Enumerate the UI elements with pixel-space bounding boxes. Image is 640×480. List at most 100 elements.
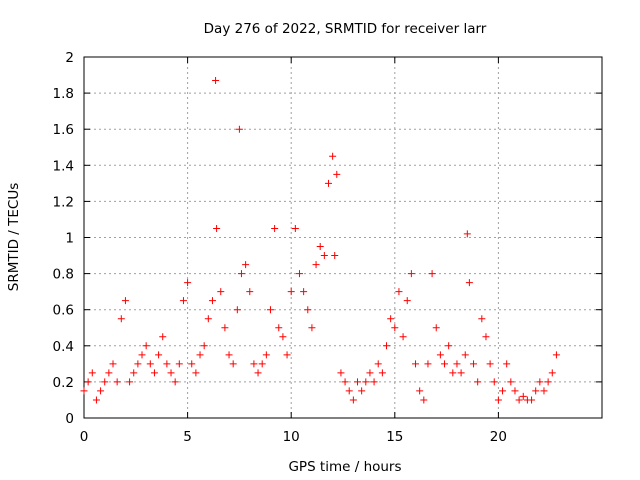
x-tick-label: 15 bbox=[386, 429, 403, 445]
x-tick-label: 20 bbox=[490, 429, 507, 445]
data-point bbox=[507, 378, 515, 386]
y-tick-label: 2 bbox=[65, 50, 74, 66]
data-point bbox=[424, 360, 432, 368]
data-points bbox=[80, 76, 560, 404]
data-point bbox=[391, 324, 399, 332]
y-axis-label: SRMTID / TECUs bbox=[6, 183, 22, 291]
y-tick-label: 1 bbox=[65, 231, 74, 247]
y-tick-label: 1.4 bbox=[53, 158, 74, 174]
data-point bbox=[283, 351, 291, 359]
data-point bbox=[457, 369, 465, 377]
data-point bbox=[511, 387, 519, 395]
data-point bbox=[341, 378, 349, 386]
data-point bbox=[403, 297, 411, 305]
x-tick-label: 10 bbox=[283, 429, 300, 445]
x-tick-label: 0 bbox=[80, 429, 89, 445]
data-point bbox=[366, 369, 374, 377]
data-point bbox=[316, 243, 324, 251]
data-point bbox=[324, 179, 332, 187]
data-point bbox=[436, 351, 444, 359]
data-point bbox=[461, 351, 469, 359]
data-point bbox=[308, 324, 316, 332]
data-point bbox=[300, 288, 308, 296]
data-point bbox=[499, 387, 507, 395]
data-point bbox=[254, 369, 262, 377]
data-point bbox=[237, 270, 245, 278]
data-point bbox=[80, 387, 88, 395]
data-point bbox=[155, 351, 163, 359]
y-tick-label: 1.2 bbox=[53, 194, 74, 210]
data-point bbox=[175, 360, 183, 368]
data-point bbox=[482, 333, 490, 341]
data-point bbox=[229, 360, 237, 368]
data-point bbox=[465, 279, 473, 287]
data-point bbox=[287, 288, 295, 296]
data-point bbox=[213, 224, 221, 232]
data-point bbox=[200, 342, 208, 350]
data-point bbox=[548, 369, 556, 377]
data-point bbox=[105, 369, 113, 377]
data-point bbox=[532, 387, 540, 395]
data-point bbox=[188, 360, 196, 368]
data-point bbox=[387, 315, 395, 323]
y-tick-label: 0 bbox=[65, 411, 74, 427]
data-point bbox=[246, 288, 254, 296]
data-point bbox=[295, 270, 303, 278]
data-point bbox=[552, 351, 560, 359]
data-point bbox=[544, 378, 552, 386]
data-point bbox=[167, 369, 175, 377]
data-point bbox=[362, 378, 370, 386]
y-tick-label: 0.6 bbox=[53, 303, 74, 319]
data-point bbox=[345, 387, 353, 395]
data-point bbox=[312, 261, 320, 269]
data-point bbox=[490, 378, 498, 386]
data-point bbox=[378, 369, 386, 377]
data-point bbox=[370, 378, 378, 386]
data-point bbox=[331, 252, 339, 260]
data-point bbox=[258, 360, 266, 368]
data-point bbox=[92, 396, 100, 404]
data-point bbox=[540, 387, 548, 395]
data-point bbox=[84, 378, 92, 386]
data-point bbox=[420, 396, 428, 404]
data-point bbox=[150, 369, 158, 377]
data-point bbox=[453, 360, 461, 368]
data-point bbox=[407, 270, 415, 278]
data-point bbox=[217, 288, 225, 296]
data-point bbox=[337, 369, 345, 377]
data-point bbox=[192, 369, 200, 377]
data-point bbox=[250, 360, 258, 368]
data-point bbox=[395, 288, 403, 296]
data-point bbox=[138, 351, 146, 359]
data-point bbox=[486, 360, 494, 368]
y-tick-label: 0.2 bbox=[53, 375, 74, 391]
data-point bbox=[126, 378, 134, 386]
axis-ticks: 00.20.40.60.811.21.41.61.820 5 10 15 20 bbox=[53, 50, 602, 445]
y-tick-label: 0.8 bbox=[53, 267, 74, 283]
data-point bbox=[117, 315, 125, 323]
data-point bbox=[109, 360, 117, 368]
data-point bbox=[449, 369, 457, 377]
data-point bbox=[291, 224, 299, 232]
data-point bbox=[159, 333, 167, 341]
data-point bbox=[536, 378, 544, 386]
data-point bbox=[374, 360, 382, 368]
data-point bbox=[528, 396, 536, 404]
data-point bbox=[179, 297, 187, 305]
data-point bbox=[399, 333, 407, 341]
data-point bbox=[358, 387, 366, 395]
data-point bbox=[329, 152, 337, 160]
data-point bbox=[441, 360, 449, 368]
y-tick-label: 0.4 bbox=[53, 339, 74, 355]
data-point bbox=[163, 360, 171, 368]
data-point bbox=[463, 230, 471, 238]
data-point bbox=[432, 324, 440, 332]
data-point bbox=[271, 224, 279, 232]
y-tick-label: 1.6 bbox=[53, 122, 74, 138]
data-point bbox=[204, 315, 212, 323]
data-point bbox=[262, 351, 270, 359]
data-point bbox=[146, 360, 154, 368]
chart-title: Day 276 of 2022, SRMTID for receiver lar… bbox=[204, 21, 487, 37]
data-point bbox=[130, 369, 138, 377]
